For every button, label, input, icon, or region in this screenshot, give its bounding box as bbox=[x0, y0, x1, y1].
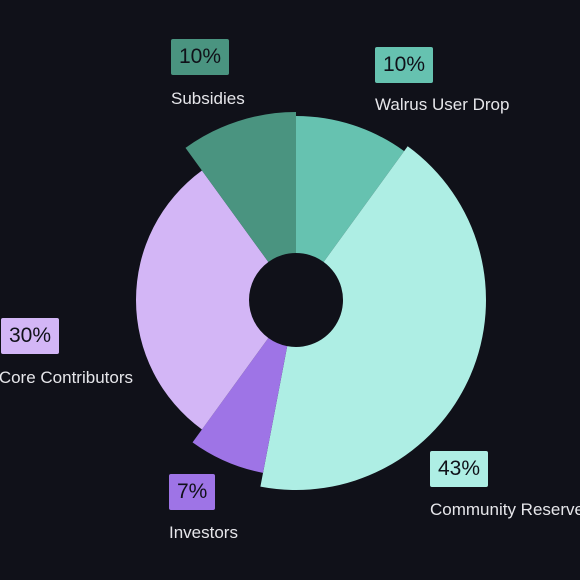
label-core-contributors: Core Contributors bbox=[0, 368, 133, 387]
slice-core-contributors bbox=[136, 170, 269, 430]
badge-community-reserve: 43% bbox=[430, 451, 489, 487]
slice-community-reserve bbox=[260, 146, 487, 491]
badge-core-contributors: 30% bbox=[0, 318, 59, 354]
label-investors: Investors bbox=[169, 523, 238, 542]
badge-subsidies: 10% bbox=[171, 39, 230, 75]
slice-investors bbox=[192, 338, 288, 473]
badge-investors: 7% bbox=[169, 474, 216, 510]
label-walrus-user-drop: Walrus User Drop bbox=[375, 95, 510, 114]
label-community-reserve: Community Reserve bbox=[430, 500, 580, 519]
badge-walrus-user-drop: 10% bbox=[375, 47, 434, 83]
slice-walrus-user-drop bbox=[296, 116, 405, 262]
label-subsidies: Subsidies bbox=[171, 89, 245, 108]
slice-subsidies bbox=[185, 112, 296, 262]
